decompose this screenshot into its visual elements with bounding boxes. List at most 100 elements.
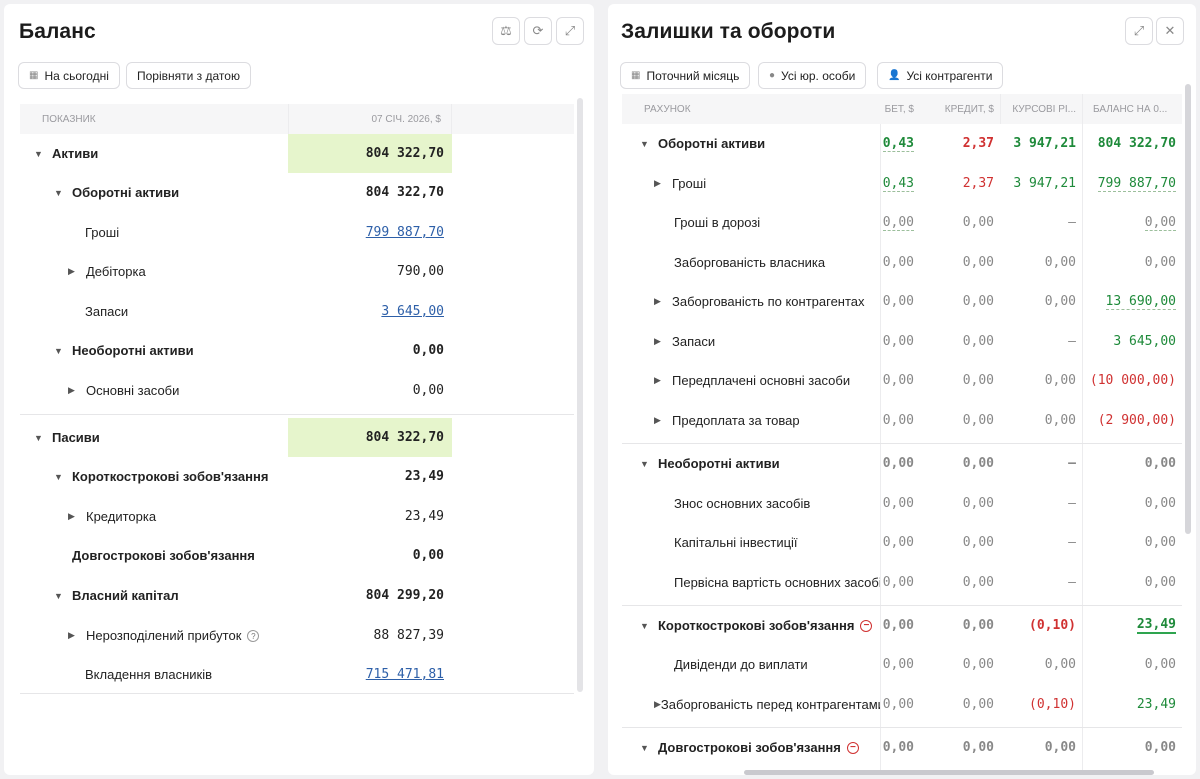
balance-value[interactable]: 23,49: [1136, 617, 1176, 634]
row-retained-earnings[interactable]: ▶ Нерозподілений прибуток?: [68, 616, 260, 655]
row-depreciation[interactable]: Знос основних засобів: [674, 484, 880, 523]
expand-icon[interactable]: ▶: [68, 630, 75, 640]
row-counterparty-debt[interactable]: ▶ Заборгованість по контрагентах: [654, 282, 880, 321]
collapse-icon[interactable]: ▼: [640, 138, 649, 149]
close-icon[interactable]: ✕: [1156, 17, 1184, 45]
row-cash[interactable]: ▶ Гроші: [654, 164, 880, 203]
expand-icon[interactable]: ▶: [654, 415, 661, 425]
row-current-assets[interactable]: ▼ Оборотні активи: [640, 124, 880, 163]
collapse-icon[interactable]: ▼: [54, 345, 63, 356]
row-short-term-liabilities[interactable]: ▼ Короткострокові зобов'язання: [54, 457, 268, 496]
expand-icon[interactable]: ▶: [654, 296, 661, 306]
column-header-fx[interactable]: КУРСОВІ РІ...: [1000, 94, 1082, 124]
row-prepaid-fixed-assets[interactable]: ▶ Передплачені основні засоби: [654, 361, 880, 400]
row-goods-prepayment[interactable]: ▶ Предоплата за товар: [654, 401, 880, 440]
counterparties-filter-button[interactable]: 👤 Усі контрагенти: [877, 62, 1004, 89]
row-non-current-assets[interactable]: ▼ Необоротні активи: [640, 444, 880, 483]
row-label: Гроші в дорозі: [674, 215, 761, 230]
scales-icon[interactable]: ⚖: [492, 17, 520, 45]
value-cell: 790,00: [397, 264, 444, 279]
help-icon[interactable]: ?: [247, 629, 260, 642]
column-header-empty: [452, 104, 574, 134]
row-payables[interactable]: ▶ Кредиторка: [68, 497, 156, 536]
row-dividends-payable[interactable]: Дивіденди до виплати: [674, 645, 880, 684]
debit-cell: 0,00: [882, 740, 914, 755]
balance-value[interactable]: 799 887,70: [1097, 175, 1176, 192]
collapse-icon[interactable]: ▼: [34, 432, 43, 443]
refresh-icon[interactable]: ⟳: [524, 17, 552, 45]
row-long-term-liabilities[interactable]: ▼ Довгострокові зобов'язання −: [640, 728, 880, 767]
row-assets[interactable]: ▼ Активи: [34, 134, 98, 173]
vertical-scrollbar[interactable]: [577, 98, 583, 692]
row-non-current-assets[interactable]: ▼ Необоротні активи: [54, 331, 194, 370]
row-label: Оборотні активи: [658, 136, 766, 151]
expand-icon[interactable]: ▶: [654, 375, 661, 385]
row-inventory[interactable]: ▶ Запаси: [654, 322, 880, 361]
column-header-account[interactable]: РАХУНОК: [622, 94, 880, 124]
row-fixed-assets[interactable]: ▶ Основні засоби: [68, 371, 179, 410]
row-capital-investments[interactable]: Капітальні інвестиції: [674, 523, 880, 562]
row-liabilities[interactable]: ▼ Пасиви: [34, 418, 100, 457]
row-inventory[interactable]: Запаси: [85, 292, 128, 331]
fx-cell: 3 947,21: [1013, 176, 1076, 191]
collapse-icon[interactable]: ▼: [54, 590, 63, 601]
expand-icon[interactable]: ▶: [654, 336, 661, 346]
debit-value[interactable]: 0,43: [882, 175, 914, 192]
row-original-cost[interactable]: Первісна вартість основних засобів: [674, 563, 880, 602]
column-header-credit[interactable]: КРЕДИТ, $: [920, 94, 1000, 124]
row-label: Довгострокові зобов'язання: [72, 548, 255, 563]
current-month-filter-button[interactable]: ▦ Поточний місяць: [620, 62, 751, 89]
collapse-icon[interactable]: ▼: [54, 187, 63, 198]
expand-icon[interactable]: ▶: [68, 511, 75, 521]
expand-icon[interactable]: ▶: [654, 699, 661, 709]
value-link[interactable]: 799 887,70: [365, 225, 444, 240]
debit-value[interactable]: 0,43: [882, 135, 914, 152]
expand-icon[interactable]: ▶: [68, 385, 75, 395]
warning-icon[interactable]: −: [846, 741, 859, 754]
row-cash[interactable]: Гроші: [85, 213, 119, 252]
balance-value[interactable]: 13 690,00: [1105, 293, 1176, 310]
column-header-date[interactable]: 07 СІЧ. 2026, $: [288, 104, 452, 134]
horizontal-scrollbar[interactable]: [744, 770, 1154, 775]
credit-cell: 2,37: [962, 136, 994, 151]
row-label: Капітальні інвестиції: [674, 535, 798, 550]
balances-turnover-title: Залишки та обороти: [621, 20, 836, 43]
expand-icon[interactable]: ▶: [68, 266, 75, 276]
collapse-icon[interactable]: ▼: [54, 471, 63, 482]
row-cash-in-transit[interactable]: Гроші в дорозі: [674, 203, 880, 242]
row-receivables[interactable]: ▶ Дебіторка: [68, 252, 146, 291]
compare-date-button[interactable]: Порівняти з датою: [126, 62, 251, 89]
expand-icon[interactable]: ⤢: [1125, 17, 1153, 45]
balance-value[interactable]: 0,00: [1144, 214, 1176, 231]
row-counterparty-payables[interactable]: ▶ Заборгованість перед контрагентами: [654, 685, 880, 724]
column-header-debit[interactable]: БЕТ, $: [880, 94, 920, 124]
row-owner-debt[interactable]: Заборгованість власника: [674, 243, 880, 282]
collapse-icon[interactable]: ▼: [34, 148, 43, 159]
collapse-icon[interactable]: ▼: [640, 620, 649, 631]
debit-cell: 0,00: [880, 203, 920, 242]
row-label: Запаси: [85, 304, 129, 319]
expand-icon[interactable]: ▶: [654, 178, 661, 188]
legal-entities-filter-button[interactable]: ● Усі юр. особи: [758, 62, 867, 89]
row-long-term-liabilities[interactable]: Довгострокові зобов'язання: [72, 536, 255, 575]
row-equity[interactable]: ▼ Власний капітал: [54, 576, 179, 615]
value-link[interactable]: 715 471,81: [365, 667, 444, 682]
row-label: Передплачені основні засоби: [672, 373, 851, 388]
column-header-balance[interactable]: БАЛАНС НА 0...: [1082, 94, 1182, 124]
debit-value[interactable]: 0,00: [882, 214, 914, 231]
row-current-assets[interactable]: ▼ Оборотні активи: [54, 173, 179, 212]
expand-icon[interactable]: ⤢: [556, 17, 584, 45]
value-link[interactable]: 3 645,00: [381, 304, 444, 319]
debit-cell: 0,43: [880, 164, 920, 203]
collapse-icon[interactable]: ▼: [640, 458, 649, 469]
vertical-scrollbar[interactable]: [1185, 84, 1191, 534]
warning-icon[interactable]: −: [860, 619, 873, 632]
row-label: Вкладення власників: [85, 667, 212, 682]
today-filter-button[interactable]: ▦ На сьогодні: [18, 62, 120, 89]
row-owner-investments[interactable]: Вкладення власників: [85, 655, 212, 694]
column-header-indicator[interactable]: ПОКАЗНИК: [20, 104, 288, 134]
row-short-term-liabilities[interactable]: ▼ Короткострокові зобов'язання −: [640, 606, 880, 645]
debit-cell: 0,00: [882, 496, 914, 511]
section-divider: [20, 414, 574, 415]
collapse-icon[interactable]: ▼: [640, 742, 649, 753]
